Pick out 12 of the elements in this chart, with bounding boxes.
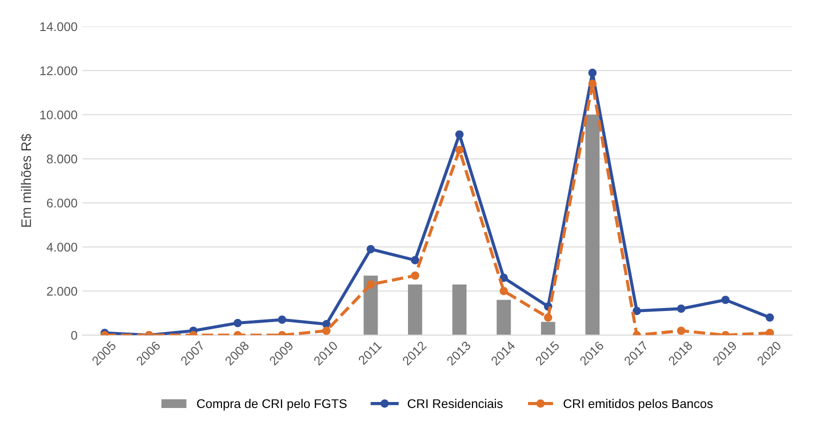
y-tick-label: 6.000 <box>46 198 78 208</box>
y-tick-label: 12.000 <box>40 66 78 76</box>
y-tick-label: 4.000 <box>46 242 78 252</box>
y-axis-title: Em milhões R$ <box>20 134 32 227</box>
y-tick-label: 10.000 <box>40 110 78 120</box>
legend-label: Compra de CRI pelo FGTS <box>197 398 347 411</box>
y-tick-label: 2.000 <box>46 286 78 296</box>
legend-label: CRI emitidos pelos Bancos <box>564 398 713 411</box>
y-tick-label: 14.000 <box>40 22 78 32</box>
y-tick-label: 8.000 <box>46 154 78 164</box>
y-tick-label: 0 <box>71 330 78 340</box>
legend-label: CRI Residenciais <box>408 398 503 408</box>
